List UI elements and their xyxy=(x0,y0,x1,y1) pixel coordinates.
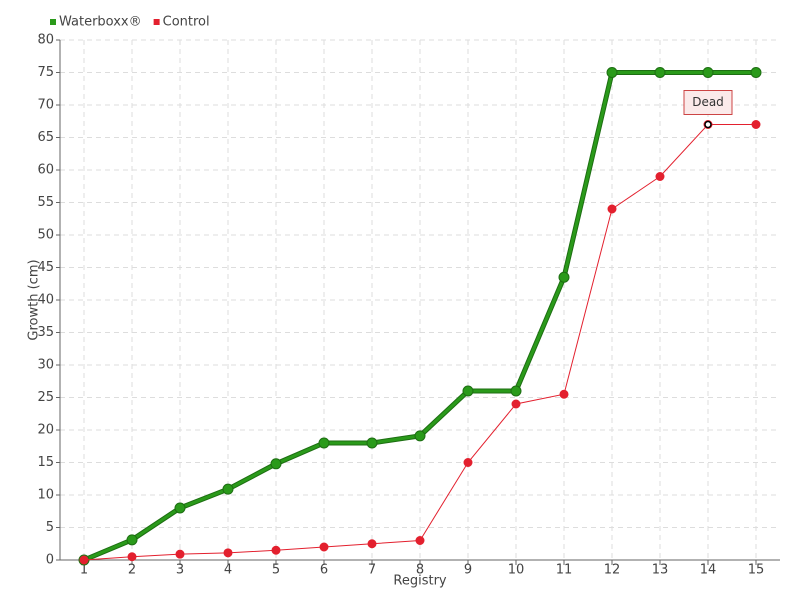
x-tick-label: 12 xyxy=(604,563,621,578)
point xyxy=(606,67,618,78)
point xyxy=(654,67,666,78)
y-tick-label: 70 xyxy=(37,98,54,113)
y-tick-label: 65 xyxy=(37,130,54,145)
point xyxy=(175,549,185,559)
annotation-box xyxy=(683,90,733,115)
point xyxy=(558,271,570,283)
legend-swatch xyxy=(153,19,160,25)
y-tick-label: 55 xyxy=(37,195,54,210)
series-line xyxy=(83,71,756,562)
x-tick-label: 5 xyxy=(272,563,280,578)
point xyxy=(127,552,137,562)
x-tick-label: 2 xyxy=(128,563,136,578)
legend-label: Waterboxx® xyxy=(59,15,142,30)
y-axis-label: Growth (cm) xyxy=(27,259,42,340)
point xyxy=(223,548,233,558)
point xyxy=(751,120,761,129)
y-tick-label: 30 xyxy=(37,358,54,373)
point xyxy=(126,534,138,546)
point xyxy=(271,545,281,555)
x-tick-label: 14 xyxy=(700,563,717,578)
x-tick-label: 13 xyxy=(652,563,669,578)
legend-label: Control xyxy=(163,15,210,30)
x-tick-label: 1 xyxy=(80,563,88,578)
point xyxy=(319,542,329,552)
y-tick-label: 40 xyxy=(37,293,54,308)
point xyxy=(270,458,282,470)
y-tick-label: 5 xyxy=(46,520,54,535)
point xyxy=(366,437,378,449)
y-tick-label: 20 xyxy=(37,423,54,438)
point xyxy=(702,67,714,78)
x-tick-label: 6 xyxy=(320,563,328,578)
x-tick-label: 11 xyxy=(556,563,573,578)
point xyxy=(510,385,522,397)
point xyxy=(79,555,89,565)
line-outline xyxy=(83,70,756,563)
y-tick-label: 80 xyxy=(37,33,54,48)
x-axis-label: Registry xyxy=(393,574,447,589)
point xyxy=(607,204,617,214)
point xyxy=(655,172,665,181)
point xyxy=(559,389,569,399)
y-tick-label: 0 xyxy=(46,553,54,568)
y-tick-label: 25 xyxy=(37,390,54,405)
point xyxy=(511,399,521,409)
x-tick-label: 4 xyxy=(224,563,232,578)
point xyxy=(367,539,377,549)
point xyxy=(463,458,473,467)
x-tick-label: 10 xyxy=(508,563,525,578)
annotation-text: Dead xyxy=(692,95,724,109)
y-tick-label: 75 xyxy=(37,65,54,80)
y-tick-label: 35 xyxy=(37,325,54,340)
y-tick-label: 15 xyxy=(37,455,54,470)
y-tick-label: 45 xyxy=(37,260,54,275)
y-tick-label: 60 xyxy=(37,163,54,178)
y-tick-label: 50 xyxy=(37,228,54,243)
x-tick-label: 7 xyxy=(368,563,376,578)
annotation-marker xyxy=(704,120,712,129)
point xyxy=(414,430,426,442)
x-tick-label: 9 xyxy=(464,563,472,578)
point xyxy=(462,385,474,397)
y-tick-label: 10 xyxy=(37,488,54,503)
point xyxy=(750,67,762,78)
x-tick-label: 3 xyxy=(176,563,184,578)
point xyxy=(415,536,425,545)
x-tick-label: 8 xyxy=(416,563,424,578)
point xyxy=(174,502,186,514)
legend-swatch xyxy=(50,19,56,25)
point xyxy=(222,483,234,495)
x-tick-label: 15 xyxy=(748,563,765,578)
point xyxy=(318,437,330,449)
